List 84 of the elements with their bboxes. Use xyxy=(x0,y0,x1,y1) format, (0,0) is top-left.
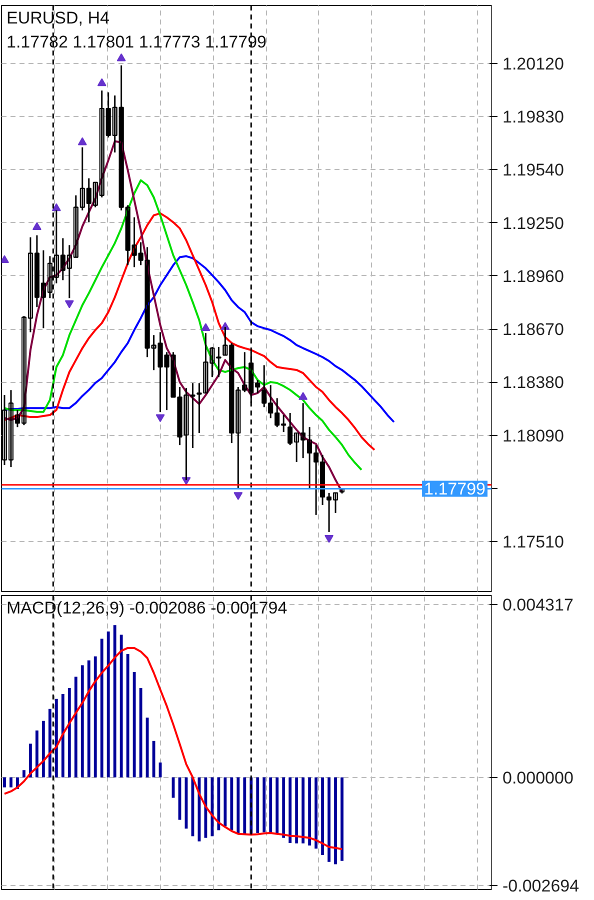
point xyxy=(234,492,243,500)
bar xyxy=(48,708,52,778)
bar xyxy=(106,632,110,778)
bar xyxy=(22,770,26,778)
bar xyxy=(314,777,318,849)
bar xyxy=(3,777,6,788)
bar xyxy=(321,777,324,856)
y-tick-label: 1.18670 xyxy=(502,320,564,340)
bar xyxy=(100,638,104,778)
bar xyxy=(87,660,90,778)
bar xyxy=(94,656,97,778)
line-series xyxy=(3,255,395,424)
bar xyxy=(276,777,279,834)
candlestick xyxy=(158,331,163,413)
bar xyxy=(42,720,45,778)
bar xyxy=(35,730,38,778)
point xyxy=(116,53,126,62)
candlestick xyxy=(314,444,318,516)
bar xyxy=(262,777,266,832)
bar xyxy=(74,676,78,778)
bar xyxy=(328,777,330,862)
y-tick-label: 1.18380 xyxy=(502,373,564,392)
line-series xyxy=(3,212,376,451)
text: 1.17782 1.17801 1.17773 1.17799 xyxy=(6,32,266,52)
bar xyxy=(28,744,32,778)
candlestick xyxy=(190,382,196,449)
bar xyxy=(224,777,227,826)
bar xyxy=(204,777,208,838)
bar xyxy=(236,777,240,834)
candlestick xyxy=(177,386,182,446)
candlestick xyxy=(196,382,202,434)
candlestick xyxy=(307,426,312,489)
y-tick-label: 0.004317 xyxy=(502,595,574,614)
point xyxy=(324,535,334,543)
bar xyxy=(295,777,298,844)
bar xyxy=(288,777,292,844)
y-tick-label: 1.18960 xyxy=(502,266,564,286)
point xyxy=(201,323,210,331)
bar xyxy=(340,777,344,861)
y-tick-label: 1.18090 xyxy=(502,426,564,446)
bar xyxy=(113,625,116,778)
candlestick xyxy=(164,351,170,411)
y-tick-label: 1.19250 xyxy=(502,214,564,233)
bar xyxy=(80,665,84,778)
bar xyxy=(54,698,58,778)
y-tick-label: 1.19540 xyxy=(502,160,564,180)
line-series xyxy=(3,179,362,471)
chart-title: MACD(12,26,9) -0.002086 -0.001794 xyxy=(6,598,288,618)
y-tick-label: 1.17510 xyxy=(502,532,564,552)
chart-title: EURUSD, H4 xyxy=(6,8,110,28)
ref-line-label: 1.17799 xyxy=(424,480,486,499)
bar xyxy=(308,777,312,846)
point xyxy=(78,137,87,146)
bar xyxy=(126,654,130,778)
bar xyxy=(68,688,71,778)
bar xyxy=(282,777,286,838)
bar xyxy=(269,777,272,834)
point xyxy=(64,300,74,308)
bar xyxy=(230,777,234,830)
bar xyxy=(243,777,246,834)
bar xyxy=(302,777,305,844)
point xyxy=(97,78,106,86)
line-series xyxy=(3,646,344,850)
y-tick-label: 1.20120 xyxy=(502,54,564,74)
bar xyxy=(256,777,260,834)
bar xyxy=(61,694,64,778)
y-tick-label: 0.000000 xyxy=(502,768,574,788)
candlestick xyxy=(184,387,189,481)
bar xyxy=(210,777,214,836)
bar xyxy=(334,777,337,864)
point xyxy=(32,222,42,230)
bar xyxy=(217,777,220,830)
bar xyxy=(10,777,12,788)
candlestick xyxy=(151,334,156,371)
candlestick xyxy=(170,351,176,398)
point xyxy=(156,414,165,422)
y-tick-label: 1.19830 xyxy=(502,108,564,127)
point xyxy=(52,203,61,212)
y-tick-label: -0.002694 xyxy=(502,876,580,896)
bar xyxy=(120,634,123,778)
candlestick xyxy=(144,246,150,358)
bar xyxy=(139,688,142,778)
bar xyxy=(132,672,136,778)
line-series xyxy=(3,140,344,493)
